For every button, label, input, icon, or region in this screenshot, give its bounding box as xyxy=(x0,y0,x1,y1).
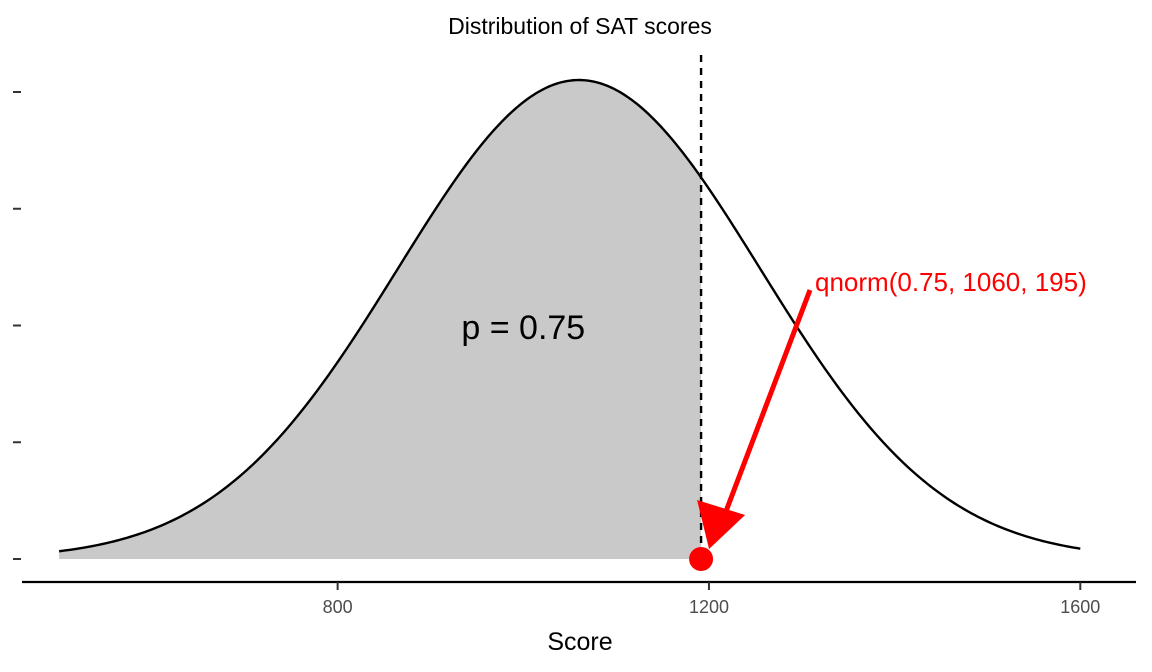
quantile-point xyxy=(689,547,714,571)
chart-title: Distribution of SAT scores xyxy=(448,13,712,39)
annotation-label: qnorm(0.75, 1060, 195) xyxy=(815,267,1087,297)
x-tick-label: 800 xyxy=(323,597,353,617)
annotation-arrow-shaft xyxy=(712,289,813,541)
x-axis-ticks: 800 1200 1600 xyxy=(323,582,1100,617)
x-tick-label: 1200 xyxy=(689,597,729,617)
density-curve xyxy=(58,78,1081,553)
x-tick-label: 1600 xyxy=(1060,597,1100,617)
probability-label: p = 0.75 xyxy=(461,309,585,347)
annotation-arrow-head xyxy=(697,500,746,549)
x-axis-title: Score xyxy=(547,628,612,656)
y-axis-ticks xyxy=(13,91,21,560)
shaded-area xyxy=(59,80,702,559)
